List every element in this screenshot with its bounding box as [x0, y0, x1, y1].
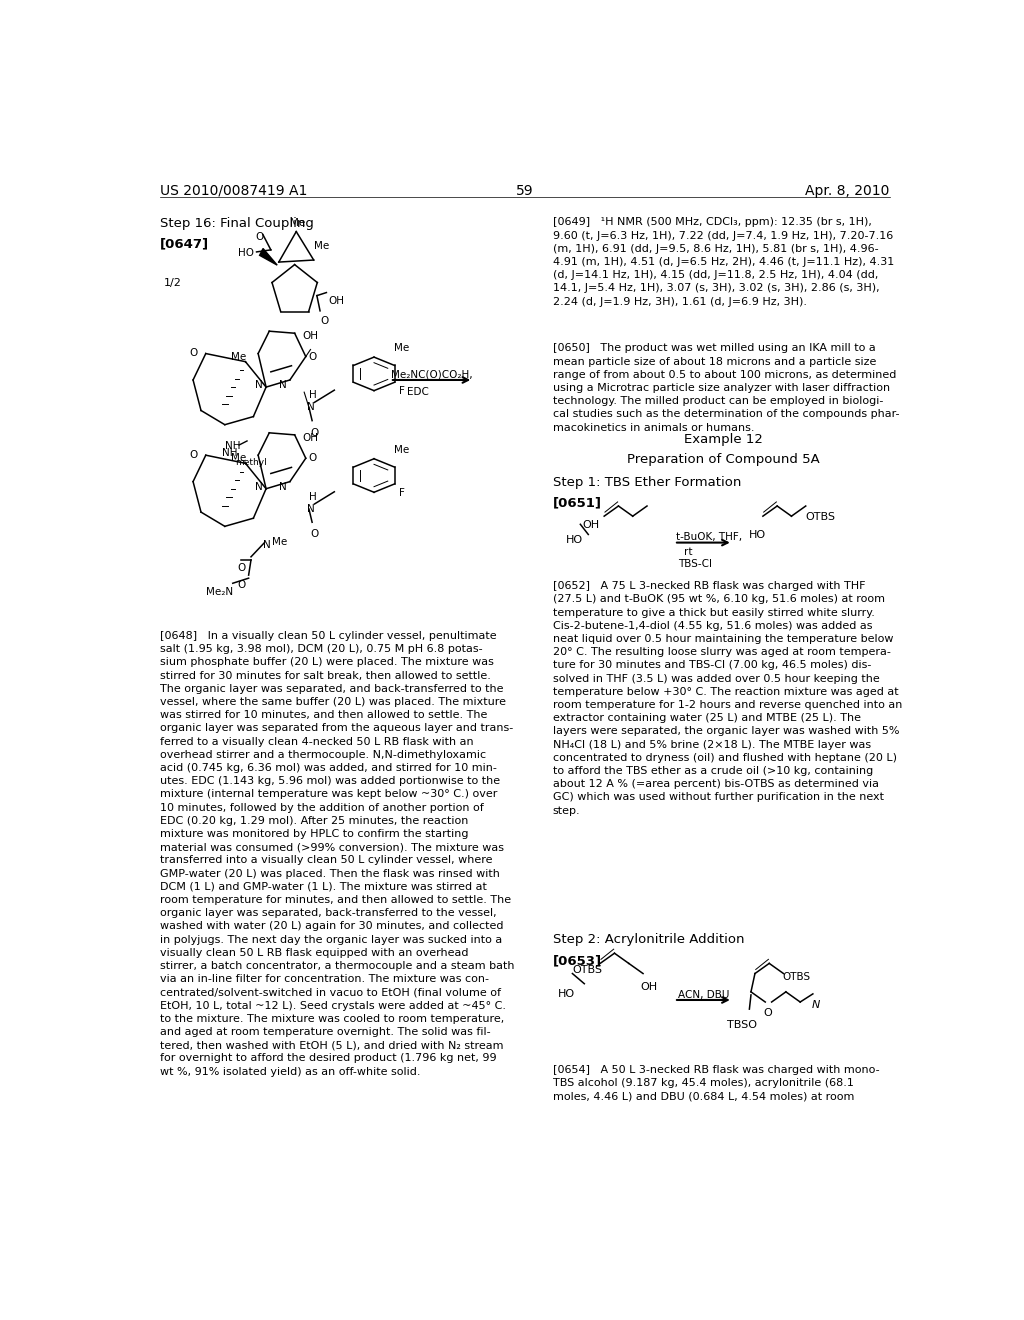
Text: O: O	[310, 529, 318, 540]
Text: TBS-Cl: TBS-Cl	[678, 558, 712, 569]
Text: O: O	[189, 348, 198, 359]
Text: ACN, DBU: ACN, DBU	[678, 990, 729, 999]
Text: [0648]   In a visually clean 50 L cylinder vessel, penultimate
salt (1.95 kg, 3.: [0648] In a visually clean 50 L cylinder…	[160, 631, 514, 1077]
Text: NH: NH	[221, 447, 238, 458]
Text: O: O	[238, 562, 246, 573]
Text: O: O	[764, 1008, 772, 1018]
Text: OTBS: OTBS	[782, 972, 811, 982]
Text: Me: Me	[231, 351, 247, 362]
Text: HO: HO	[558, 989, 575, 999]
Text: O: O	[321, 315, 329, 326]
Text: [0651]: [0651]	[553, 496, 601, 510]
Text: N: N	[306, 403, 314, 412]
Text: N: N	[279, 380, 287, 389]
Text: OTBS: OTBS	[572, 965, 602, 975]
Text: O: O	[255, 231, 263, 242]
Text: Step 1: TBS Ether Formation: Step 1: TBS Ether Formation	[553, 475, 741, 488]
Text: TBSO: TBSO	[727, 1020, 757, 1031]
Text: 1/2: 1/2	[164, 279, 181, 288]
Text: N: N	[279, 482, 287, 491]
Polygon shape	[260, 248, 278, 265]
Text: Me: Me	[394, 343, 410, 354]
Text: [0647]: [0647]	[160, 238, 209, 251]
Text: [0653]: [0653]	[553, 954, 602, 968]
Text: t-BuOK, THF,: t-BuOK, THF,	[676, 532, 741, 543]
Text: NH: NH	[225, 441, 241, 451]
Text: Me₂NC(O)CO₂H,: Me₂NC(O)CO₂H,	[391, 370, 473, 380]
Text: rt: rt	[684, 546, 693, 557]
Text: 59: 59	[516, 183, 534, 198]
Text: F: F	[399, 487, 406, 498]
Text: [0652]   A 75 L 3-necked RB flask was charged with THF
(27.5 L) and t-BuOK (95 w: [0652] A 75 L 3-necked RB flask was char…	[553, 581, 902, 816]
Text: O: O	[238, 581, 246, 590]
Text: HO: HO	[238, 248, 254, 257]
Text: methyl: methyl	[236, 458, 267, 467]
Text: US 2010/0087419 A1: US 2010/0087419 A1	[160, 183, 307, 198]
Text: Apr. 8, 2010: Apr. 8, 2010	[806, 183, 890, 198]
Text: O: O	[310, 428, 318, 438]
Text: OH: OH	[303, 331, 318, 341]
Text: N: N	[306, 504, 314, 513]
Text: O: O	[308, 453, 316, 463]
Text: [0650]   The product was wet milled using an IKA mill to a
mean particle size of: [0650] The product was wet milled using …	[553, 343, 899, 433]
Text: [0654]   A 50 L 3-necked RB flask was charged with mono-
TBS alcohol (9.187 kg, : [0654] A 50 L 3-necked RB flask was char…	[553, 1065, 880, 1101]
Text: OH: OH	[641, 982, 657, 991]
Text: OH: OH	[328, 296, 344, 306]
Text: [0649]   ¹H NMR (500 MHz, CDCl₃, ppm): 12.35 (br s, 1H),
9.60 (t, J=6.3 Hz, 1H),: [0649] ¹H NMR (500 MHz, CDCl₃, ppm): 12.…	[553, 218, 894, 306]
Text: N: N	[263, 540, 270, 549]
Text: HO: HO	[749, 531, 766, 540]
Text: OH: OH	[582, 520, 599, 531]
Text: O: O	[308, 351, 316, 362]
Text: N: N	[255, 482, 263, 491]
Text: F: F	[399, 385, 406, 396]
Text: Example 12: Example 12	[684, 433, 763, 446]
Text: Me: Me	[231, 453, 247, 463]
Text: Me: Me	[272, 536, 288, 546]
Text: OTBS: OTBS	[806, 512, 836, 523]
Text: N: N	[255, 380, 263, 389]
Text: Me: Me	[394, 445, 410, 455]
Text: Step 2: Acrylonitrile Addition: Step 2: Acrylonitrile Addition	[553, 933, 744, 946]
Text: OH: OH	[303, 433, 318, 442]
Text: Me: Me	[290, 218, 305, 227]
Text: EDC: EDC	[408, 387, 429, 397]
Text: HO: HO	[566, 536, 584, 545]
Text: Preparation of Compound 5A: Preparation of Compound 5A	[627, 453, 819, 466]
Text: Me: Me	[313, 240, 329, 251]
Text: H: H	[309, 492, 316, 502]
Text: Me₂N: Me₂N	[206, 587, 232, 598]
Text: Step 16: Final Coupling: Step 16: Final Coupling	[160, 218, 313, 231]
Text: H: H	[309, 391, 316, 400]
Text: N: N	[811, 1001, 819, 1010]
Text: O: O	[189, 450, 198, 461]
